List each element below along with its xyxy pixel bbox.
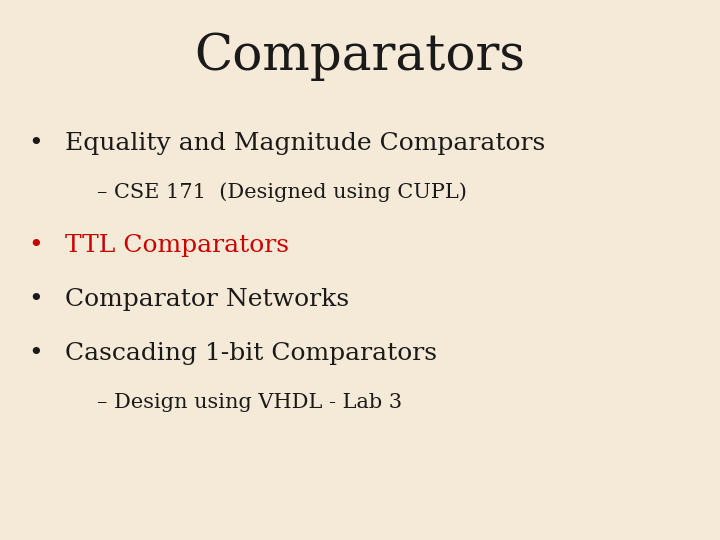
Text: Comparators: Comparators (194, 32, 526, 82)
Text: •: • (29, 342, 43, 365)
Text: TTL Comparators: TTL Comparators (65, 234, 289, 257)
Text: •: • (29, 234, 43, 257)
Text: – Design using VHDL - Lab 3: – Design using VHDL - Lab 3 (97, 393, 402, 412)
Text: Comparator Networks: Comparator Networks (65, 288, 349, 311)
Text: Equality and Magnitude Comparators: Equality and Magnitude Comparators (65, 132, 545, 154)
Text: Cascading 1-bit Comparators: Cascading 1-bit Comparators (65, 342, 437, 365)
Text: – CSE 171  (Designed using CUPL): – CSE 171 (Designed using CUPL) (97, 182, 467, 201)
Text: •: • (29, 288, 43, 311)
Text: •: • (29, 132, 43, 154)
